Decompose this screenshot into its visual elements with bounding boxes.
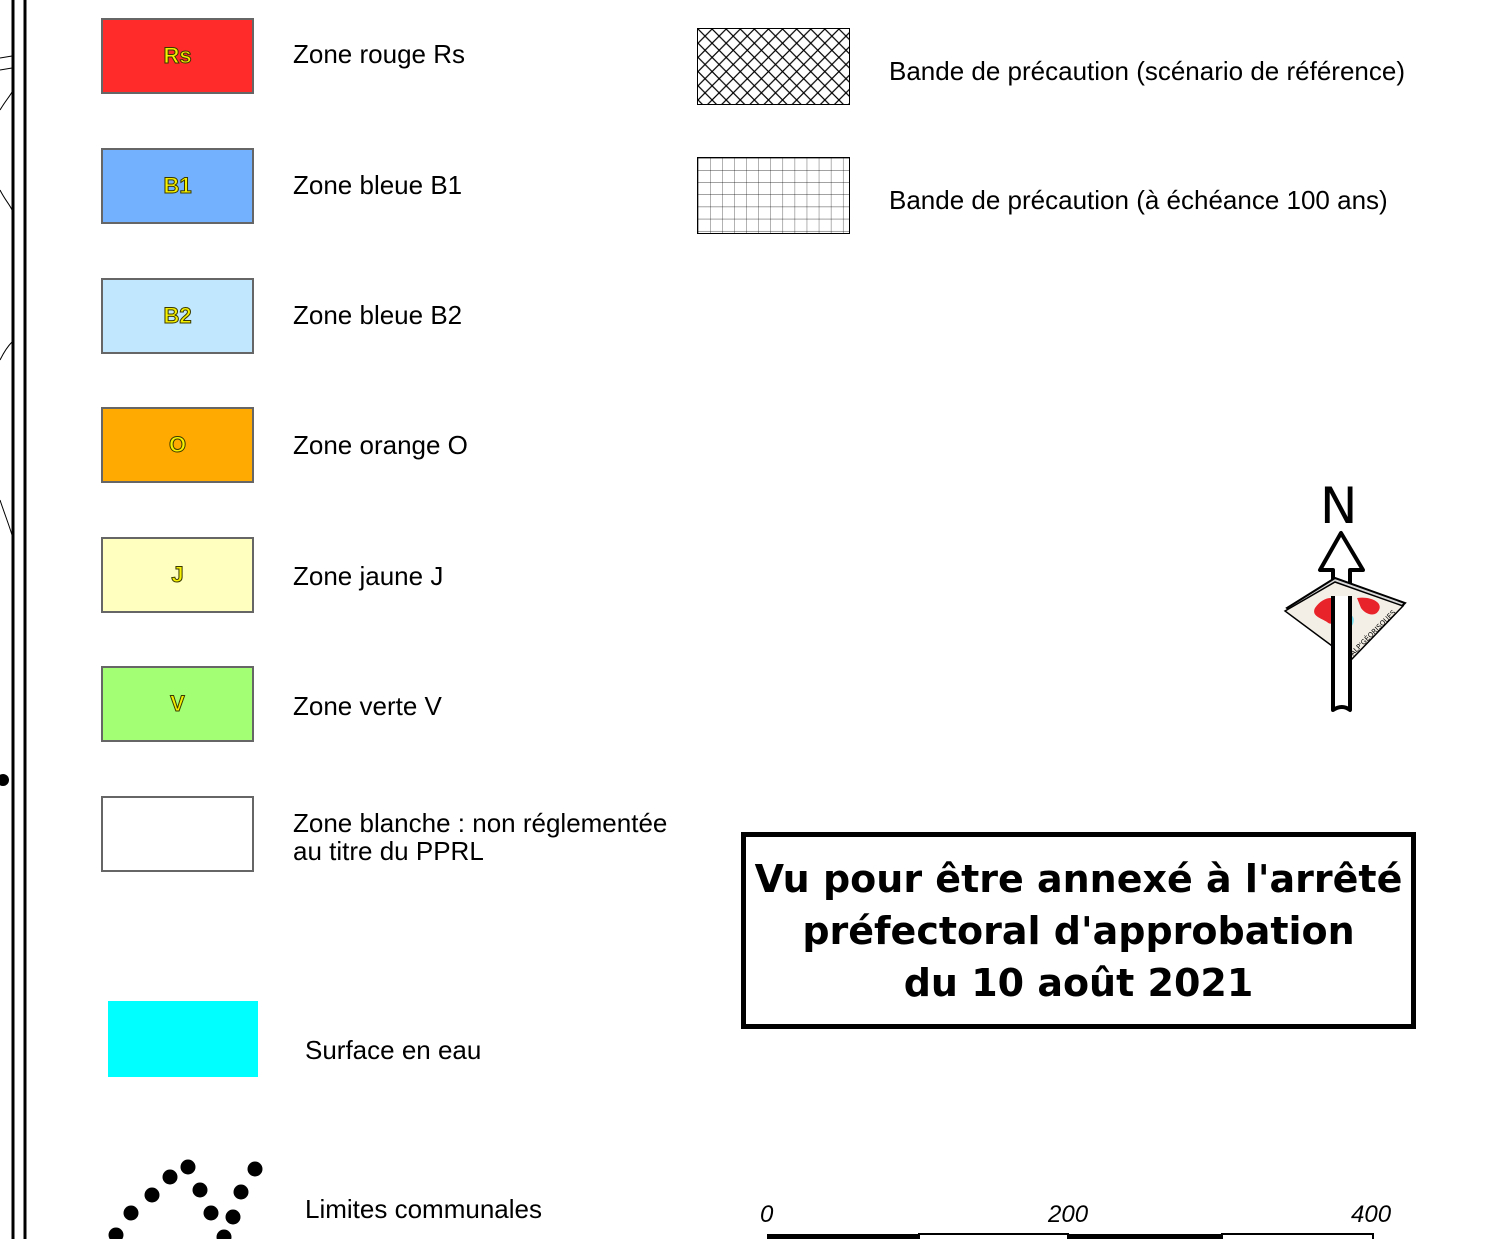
scale-tick-400: 400 [1351,1201,1392,1228]
zone-swatch-rs: Rs [101,18,254,94]
approval-line-2: préfectoral d'approbation [802,908,1355,953]
approval-line-1: Vu pour être annexé à l'arrêté [754,856,1403,901]
approval-line-3: du 10 août 2021 [903,960,1254,1005]
zone-label-j: Zone jaune J [293,561,444,591]
zone-swatch-b2: B2 [101,278,254,354]
precaution-band-reference-label: Bande de précaution (scénario de référen… [889,56,1405,86]
zone-label-o: Zone orange O [293,430,468,460]
zone-label-white-line2: au titre du PPRL [293,836,484,866]
zone-swatch-b1: B1 [101,148,254,224]
zone-label-b2: Zone bleue B2 [293,300,463,330]
communal-limits-symbol [108,1159,263,1239]
precaution-band-100y-swatch [697,157,850,234]
zone-label-rs: Zone rouge Rs [293,39,465,69]
water-surface-label: Surface en eau [305,1035,482,1065]
zone-code-o: O [168,432,187,458]
zone-label-b1: Zone bleue B1 [293,170,463,200]
zone-swatch-white [101,796,254,872]
zone-swatch-j: J [101,537,254,613]
precaution-band-reference-swatch [697,28,850,105]
scale-tick-200: 200 [1048,1201,1089,1228]
map-frame-edge [0,0,27,1239]
zone-code-rs: Rs [163,43,192,69]
zone-code-b1: B1 [163,173,192,199]
zone-code-v: V [170,691,186,717]
communal-limits-label: Limites communales [305,1194,542,1224]
zone-label-white-line1: Zone blanche : non réglementée [293,808,668,838]
zone-swatch-v: V [101,666,254,742]
zone-code-b2: B2 [163,303,192,329]
scale-bar-graphic [767,1233,1374,1239]
scale-tick-0: 0 [760,1201,774,1228]
precaution-band-100y-label: Bande de précaution (à échéance 100 ans) [889,185,1388,215]
zone-label-v: Zone verte V [293,691,442,721]
zone-code-j: J [171,562,184,588]
water-surface-swatch [108,1001,258,1077]
approval-stamp-box: Vu pour être annexé à l'arrêté préfector… [741,832,1416,1029]
zone-swatch-o: O [101,407,254,483]
north-arrow-icon: N ALP'GÉORISQUES [1283,478,1407,712]
north-letter: N [1320,478,1357,535]
